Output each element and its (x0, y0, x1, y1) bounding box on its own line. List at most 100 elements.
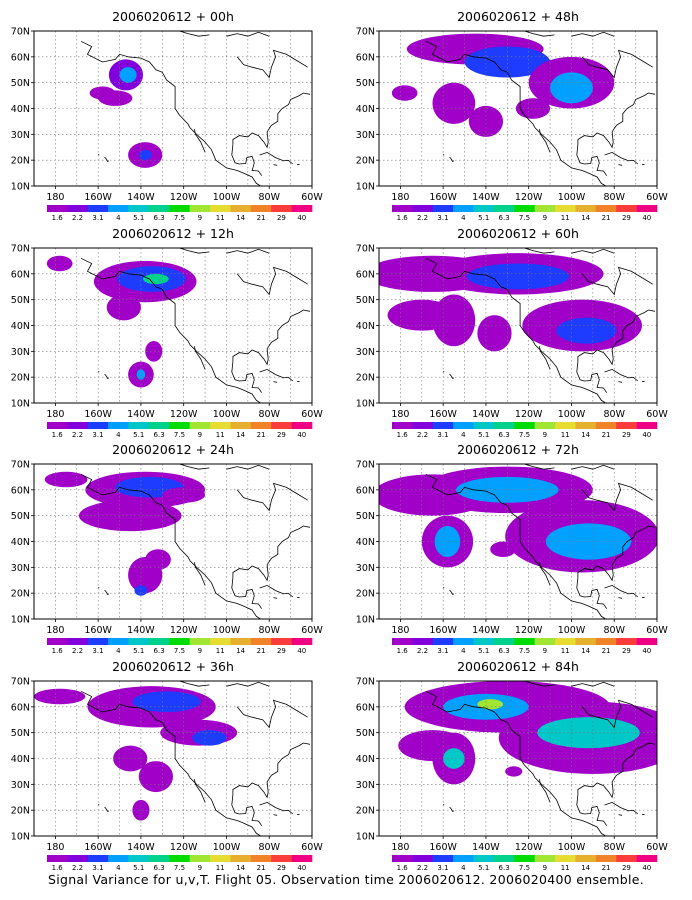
graticule (34, 248, 312, 403)
colorbar-swatch (169, 855, 190, 862)
coastline-segment (282, 159, 294, 165)
colorbar-label: 2.2 (72, 864, 83, 872)
colorbar-swatch (432, 422, 454, 429)
lat-tick-label: 20N (11, 589, 30, 600)
colorbar-label: 5.1 (133, 214, 144, 222)
lat-tick-label: 30N (11, 347, 30, 358)
colorbar-swatch (616, 205, 637, 212)
colorbar-label: 14 (236, 647, 245, 655)
colorbar-label: 6.3 (499, 214, 510, 222)
variance-contour (545, 523, 632, 560)
lon-tick-label: 80W (603, 842, 625, 853)
coastline-segment (604, 368, 628, 378)
colorbar-swatch (67, 638, 89, 645)
coastline-segment (179, 681, 210, 687)
map-panel: 2006020612 + 24h 70N 60N 50N 40N 30N 20N 10N 180… (11, 442, 324, 655)
colorbar-label: 6.3 (154, 647, 165, 655)
colorbar-label: 14 (581, 647, 590, 655)
coastline-segment (425, 257, 606, 403)
coastline-segment (273, 814, 278, 816)
lat-tick-label: 30N (356, 563, 375, 574)
colorbar-swatch (616, 422, 637, 429)
graticule (379, 31, 657, 186)
colorbar-swatch (108, 855, 129, 862)
coastline-segment (259, 801, 283, 811)
graticule (34, 31, 312, 186)
lon-tick-label: 80W (258, 192, 280, 203)
colorbar-swatch (412, 855, 434, 862)
lon-tick-label: 180 (391, 192, 409, 203)
colorbar: 1.6 2.2 3.1 4 5.1 6.3 7.5 9 11 14 21 29 40 (47, 638, 313, 655)
lon-tick-label: 100W (213, 625, 241, 636)
colorbar-label: 29 (622, 864, 631, 872)
coastline-segment (231, 144, 263, 176)
colorbar-label: 14 (236, 864, 245, 872)
colorbar-swatch (412, 422, 434, 429)
colorbar-label: 5.1 (478, 864, 489, 872)
colorbar-label: 3.1 (437, 431, 448, 439)
coastline-segment (576, 577, 608, 609)
colorbar-swatch (67, 205, 89, 212)
lon-tick-label: 80W (603, 625, 625, 636)
coastline-segment (524, 464, 555, 470)
coastline (425, 681, 655, 836)
coastline-segment (273, 597, 278, 599)
colorbar-label: 6.3 (499, 431, 510, 439)
lat-tick-label: 50N (356, 728, 375, 739)
colorbar-swatch (392, 205, 413, 212)
coastline-segment (576, 794, 608, 826)
colorbar-swatch (250, 205, 272, 212)
variance-contour (143, 273, 169, 285)
coastline-segment (425, 40, 606, 186)
graticule (34, 464, 312, 619)
lat-tick-label: 50N (11, 511, 30, 522)
colorbar-label: 21 (602, 431, 611, 439)
lat-tick-label: 40N (11, 104, 30, 115)
lat-tick-label: 60N (11, 269, 30, 280)
colorbar-swatch (412, 638, 434, 645)
colorbar-swatch (392, 855, 413, 862)
colorbar-swatch (595, 855, 617, 862)
colorbar-swatch (128, 855, 150, 862)
colorbar-swatch (250, 855, 272, 862)
colorbar-label: 1.6 (397, 647, 409, 655)
variance-contour (432, 294, 476, 347)
colorbar-label: 40 (642, 214, 651, 222)
colorbar-swatch (108, 205, 129, 212)
panel-title: 2006020612 + 60h (457, 226, 579, 241)
panel-title: 2006020612 + 72h (457, 442, 579, 457)
lat-tick-label: 20N (11, 806, 30, 817)
colorbar: 1.6 2.2 3.1 4 5.1 6.3 7.5 9 11 14 21 29 40 (392, 205, 658, 222)
lat-tick-label: 10N (11, 615, 30, 626)
lat-tick-label: 60N (11, 702, 30, 713)
colorbar-swatch (87, 422, 109, 429)
coastline-segment (425, 690, 606, 836)
colorbar-label: 2.2 (417, 431, 428, 439)
colorbar-swatch (67, 422, 89, 429)
colorbar-label: 29 (277, 647, 286, 655)
coastline (425, 464, 655, 619)
lat-tick-label: 60N (356, 702, 375, 713)
lon-tick-label: 60W (301, 192, 323, 203)
colorbar-label: 14 (581, 214, 590, 222)
coastline-segment (194, 562, 206, 586)
coastline-segment (627, 159, 639, 165)
coastline-segment (282, 809, 294, 815)
lon-tick-label: 160W (429, 409, 457, 420)
colorbar-label: 2.2 (417, 647, 428, 655)
coastline-segment (104, 806, 110, 813)
coastline-segment (231, 361, 263, 393)
lon-tick-label: 160W (84, 409, 112, 420)
variance-contour (98, 90, 133, 106)
colorbar-swatch (575, 422, 597, 429)
coastline-segment (449, 806, 455, 813)
lon-tick-label: 120W (170, 625, 198, 636)
colorbar-label: 6.3 (499, 647, 510, 655)
colorbar-label: 9 (543, 864, 547, 872)
lat-tick-label: 50N (11, 78, 30, 89)
lat-tick-label: 20N (11, 373, 30, 384)
lat-tick-label: 70N (356, 460, 375, 471)
colorbar-swatch (128, 422, 150, 429)
colorbar-swatch (555, 638, 576, 645)
